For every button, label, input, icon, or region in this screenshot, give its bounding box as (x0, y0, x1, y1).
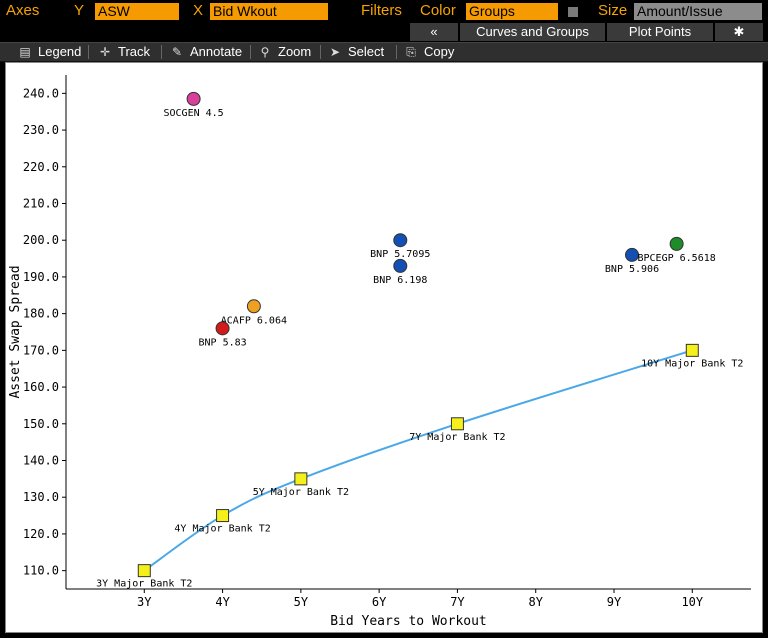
scatter-point (669, 236, 684, 251)
curve-point-label: 5Y Major Bank T2 (253, 487, 349, 498)
divider (88, 45, 89, 59)
point-label: BNP 5.83 (198, 337, 246, 348)
divider (161, 45, 162, 59)
size-label: Size (598, 2, 628, 19)
x-tick-label: 3Y (137, 595, 152, 609)
secondary-bar: « Curves and Groups Plot Points ✱ (0, 22, 768, 42)
divider (396, 45, 397, 59)
curve-marker (450, 417, 464, 431)
collapse-button[interactable]: « (410, 23, 458, 41)
point-label: BNP 5.906 (605, 264, 659, 275)
x-tick-label: 8Y (528, 595, 543, 609)
point-label: BNP 6.198 (373, 275, 427, 286)
curve-marker (294, 472, 308, 486)
color-field[interactable]: Groups (466, 3, 558, 20)
settings-button[interactable]: ✱ (715, 23, 763, 41)
y-axis-label: Y (74, 2, 85, 19)
y-tick-label: 110.0 (23, 564, 59, 578)
x-tick-label: 6Y (372, 595, 387, 609)
curve-point-label: 10Y Major Bank T2 (641, 358, 743, 369)
point-label: SOCGEN 4.5 (163, 108, 223, 119)
y-tick-label: 180.0 (23, 307, 59, 321)
curve-marker (685, 343, 699, 357)
x-tick-label: 5Y (294, 595, 309, 609)
y-tick-label: 160.0 (23, 380, 59, 394)
crosshair-icon: ✛ (99, 45, 111, 59)
scatter-chart[interactable]: 110.0 120.0 130.0 140.0 150.0 160.0 170.0 180.0… (5, 62, 763, 633)
divider (250, 45, 251, 59)
scatter-point (215, 321, 230, 336)
copy-icon: ⎘ (406, 45, 416, 59)
legend-label: Legend (38, 44, 82, 59)
y-tick-label: 190.0 (23, 270, 59, 284)
chart-tools-bar: ▤ Legend ✛ Track ✎ Annotate ⚲ Zoom ➤ Select ⎘… (0, 42, 768, 62)
track-label: Track (118, 44, 151, 59)
filters-button[interactable]: Filters (361, 2, 402, 19)
curve-point-label: 7Y Major Bank T2 (409, 432, 505, 443)
x-tick-label: 9Y (607, 595, 622, 609)
y-tick-label: 150.0 (23, 417, 59, 431)
color-label: Color (420, 2, 456, 19)
copy-button[interactable]: ⎘ Copy (404, 43, 454, 61)
select-button[interactable]: ➤ Select (328, 43, 384, 61)
curve-marker (137, 564, 151, 578)
copy-label: Copy (424, 44, 455, 59)
zoom-button[interactable]: ⚲ Zoom (258, 43, 312, 61)
legend-button[interactable]: ▤ Legend (18, 43, 81, 61)
x-tick-label: 4Y (215, 595, 230, 609)
scatter-point (625, 247, 640, 262)
track-button[interactable]: ✛ Track (98, 43, 150, 61)
x-axis-label: X (193, 2, 204, 19)
x-axis-title: Bid Years to Workout (330, 614, 487, 629)
point-label: ACAFP 6.064 (221, 315, 287, 326)
divider (320, 45, 321, 59)
y-tick-label: 230.0 (23, 123, 59, 137)
x-tick-label: 10Y (681, 595, 703, 609)
size-field[interactable]: Amount/Issue (634, 3, 762, 20)
scatter-point (393, 258, 408, 273)
plot-points-button[interactable]: Plot Points (607, 23, 713, 41)
annotate-label: Annotate (190, 44, 243, 59)
x-axis-field[interactable]: Bid Wkout (210, 3, 328, 20)
axes-label: Axes (6, 2, 40, 19)
magnifier-icon: ⚲ (260, 45, 270, 59)
y-tick-label: 200.0 (23, 233, 59, 247)
cursor-icon: ➤ (329, 45, 341, 59)
y-tick-label: 240.0 (23, 86, 59, 100)
y-axis-field[interactable]: ASW (95, 3, 179, 20)
y-tick-label: 130.0 (23, 490, 59, 504)
y-tick-label: 140.0 (23, 454, 59, 468)
curve-marker (216, 509, 230, 523)
select-label: Select (348, 44, 385, 59)
scatter-point (393, 233, 408, 248)
size-checkbox[interactable] (568, 7, 578, 17)
legend-icon: ▤ (19, 45, 31, 59)
y-tick-label: 210.0 (23, 197, 59, 211)
point-label: BPCEGP 6.5618 (637, 253, 715, 264)
curve-point-label: 4Y Major Bank T2 (174, 524, 270, 535)
pencil-icon: ✎ (171, 45, 183, 59)
curve-point-label: 3Y Major Bank T2 (96, 579, 192, 590)
x-tick-label: 7Y (450, 595, 465, 609)
point-label: BNP 5.7095 (370, 249, 430, 260)
chart-area[interactable]: 110.0 120.0 130.0 140.0 150.0 160.0 170.0 180.0… (5, 62, 763, 633)
y-axis-title: Asset Swap Spread (8, 265, 23, 398)
curves-and-groups-button[interactable]: Curves and Groups (460, 23, 605, 41)
gear-icon: ✱ (733, 24, 745, 39)
curve-line (143, 349, 693, 572)
y-tick-label: 220.0 (23, 160, 59, 174)
scatter-point (246, 299, 261, 314)
y-tick-label: 170.0 (23, 343, 59, 357)
scatter-point (186, 91, 201, 106)
zoom-label: Zoom (278, 44, 312, 59)
top-axes-bar: Axes Y ASW X Bid Wkout Filters Color Gro… (0, 0, 768, 22)
y-tick-label: 120.0 (23, 527, 59, 541)
annotate-button[interactable]: ✎ Annotate (170, 43, 242, 61)
